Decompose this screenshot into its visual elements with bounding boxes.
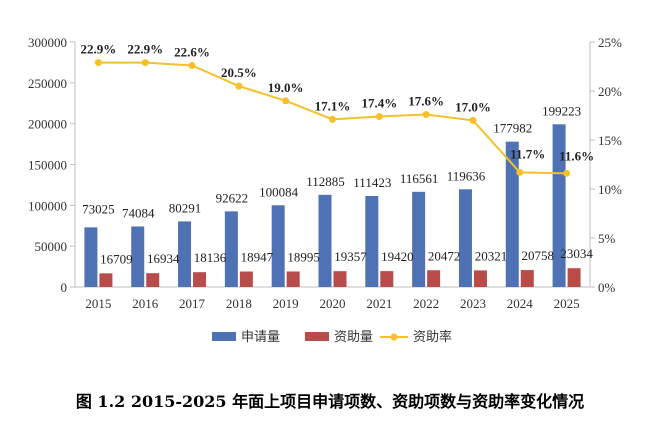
funding-rate-point bbox=[422, 111, 430, 119]
funding-rate-point bbox=[469, 116, 477, 124]
funding-rate-point bbox=[188, 62, 196, 70]
x-tick-label: 2025 bbox=[554, 296, 580, 311]
right-tick-label: 25% bbox=[598, 35, 622, 50]
funding-rate-point bbox=[282, 97, 290, 105]
data-label-rate: 17.6% bbox=[408, 94, 444, 109]
bar-funded bbox=[239, 271, 253, 287]
bar-applications bbox=[131, 226, 145, 287]
data-label-applications: 112885 bbox=[306, 174, 345, 189]
bar-applications bbox=[552, 124, 566, 288]
right-tick-label: 15% bbox=[598, 133, 622, 148]
bar-funded bbox=[567, 268, 581, 287]
figure-caption: 图 1.2 2015-2025 年面上项目申请项数、资助项数与资助率变化情况 bbox=[75, 392, 585, 411]
right-tick-label: 0% bbox=[598, 280, 616, 295]
bar-applications bbox=[458, 189, 472, 287]
left-tick-label: 0 bbox=[61, 280, 68, 295]
bar-funded bbox=[146, 273, 160, 287]
data-label-applications: 92622 bbox=[216, 190, 249, 205]
data-label-applications: 80291 bbox=[169, 200, 202, 215]
data-label-rate: 17.4% bbox=[361, 95, 397, 110]
chart-svg: 0 50000 100000 150000 200000 250000 300000 0% 5%… bbox=[28, 35, 622, 344]
bar-funded bbox=[520, 270, 534, 287]
bar-funded bbox=[333, 271, 347, 287]
data-label-rate: 17.1% bbox=[315, 98, 351, 113]
bar-funded bbox=[99, 273, 113, 287]
left-tick-label: 50000 bbox=[35, 239, 68, 254]
data-label-applications: 73025 bbox=[82, 201, 115, 216]
x-tick-label: 2019 bbox=[273, 296, 299, 311]
legend-label: 申请量 bbox=[241, 329, 280, 344]
bar-funded bbox=[473, 270, 487, 287]
bar-funded bbox=[286, 271, 300, 287]
funding-rate-point bbox=[329, 115, 336, 123]
funding-rate-point bbox=[94, 59, 102, 67]
left-tick-label: 250000 bbox=[28, 76, 67, 91]
data-label-funded: 18136 bbox=[194, 250, 227, 265]
x-tick-label: 2024 bbox=[507, 296, 534, 311]
bar-applications bbox=[318, 194, 332, 287]
data-label-funded: 20472 bbox=[428, 248, 461, 263]
bar-applications bbox=[178, 221, 192, 287]
left-tick-label: 150000 bbox=[28, 158, 67, 173]
right-tick-label: 5% bbox=[598, 231, 616, 246]
bar-funded bbox=[193, 272, 207, 287]
data-label-funded: 23034 bbox=[560, 246, 593, 261]
data-label-funded: 19357 bbox=[334, 249, 367, 264]
data-label-rate: 22.9% bbox=[127, 42, 163, 57]
x-tick-label: 2023 bbox=[460, 296, 486, 311]
legend-swatch bbox=[212, 332, 236, 341]
data-label-funded: 19420 bbox=[381, 249, 414, 264]
chart: 0 50000 100000 150000 200000 250000 300000 0% 5%… bbox=[28, 35, 622, 344]
data-label-applications: 199223 bbox=[542, 103, 581, 118]
data-label-funded: 16709 bbox=[100, 251, 133, 266]
data-label-funded: 18995 bbox=[287, 249, 320, 264]
funding-rate-point bbox=[516, 168, 524, 176]
x-tick-label: 2020 bbox=[320, 296, 346, 311]
bar-applications bbox=[271, 205, 285, 287]
data-label-applications: 74084 bbox=[122, 205, 155, 220]
data-label-applications: 100084 bbox=[259, 184, 299, 199]
data-label-rate: 11.6% bbox=[559, 148, 594, 163]
x-tick-label: 2015 bbox=[85, 296, 111, 311]
bar-applications bbox=[412, 191, 426, 287]
data-label-funded: 20321 bbox=[475, 248, 508, 263]
x-tick-label: 2017 bbox=[179, 296, 206, 311]
data-label-rate: 11.7% bbox=[510, 146, 545, 161]
data-label-applications: 119636 bbox=[447, 168, 486, 183]
x-tick-label: 2018 bbox=[226, 296, 252, 311]
bar-applications bbox=[84, 227, 98, 287]
data-label-funded: 18947 bbox=[241, 250, 274, 265]
legend-swatch bbox=[305, 332, 329, 341]
left-tick-label: 300000 bbox=[28, 35, 67, 50]
bar-applications bbox=[505, 141, 519, 287]
data-label-rate: 20.5% bbox=[221, 65, 257, 80]
legend-label: 资助率 bbox=[413, 329, 452, 344]
data-label-applications: 177982 bbox=[493, 121, 532, 136]
x-tick-label: 2022 bbox=[413, 296, 439, 311]
bar-funded bbox=[380, 271, 394, 287]
x-tick-label: 2021 bbox=[366, 296, 392, 311]
bar-funded bbox=[427, 270, 441, 287]
data-label-rate: 19.0% bbox=[268, 80, 304, 95]
funding-rate-point bbox=[141, 59, 149, 67]
data-label-funded: 20758 bbox=[522, 248, 555, 263]
left-tick-label: 100000 bbox=[28, 198, 67, 213]
data-label-rate: 22.6% bbox=[174, 45, 210, 60]
funding-rate-point bbox=[563, 169, 571, 177]
right-tick-label: 20% bbox=[598, 84, 622, 99]
legend-swatch-marker bbox=[390, 333, 398, 341]
data-label-applications: 116561 bbox=[400, 171, 439, 186]
data-label-rate: 17.0% bbox=[455, 99, 491, 114]
left-tick-label: 200000 bbox=[28, 117, 67, 132]
legend-label: 资助量 bbox=[334, 329, 373, 344]
data-label-applications: 111423 bbox=[353, 175, 391, 190]
bar-applications bbox=[365, 196, 379, 287]
data-label-rate: 22.9% bbox=[81, 42, 117, 57]
bar-applications bbox=[224, 211, 238, 287]
right-tick-label: 10% bbox=[598, 182, 622, 197]
funding-rate-point bbox=[375, 112, 383, 120]
x-tick-label: 2016 bbox=[132, 296, 159, 311]
data-label-funded: 16934 bbox=[147, 251, 180, 266]
funding-rate-point bbox=[235, 82, 243, 90]
